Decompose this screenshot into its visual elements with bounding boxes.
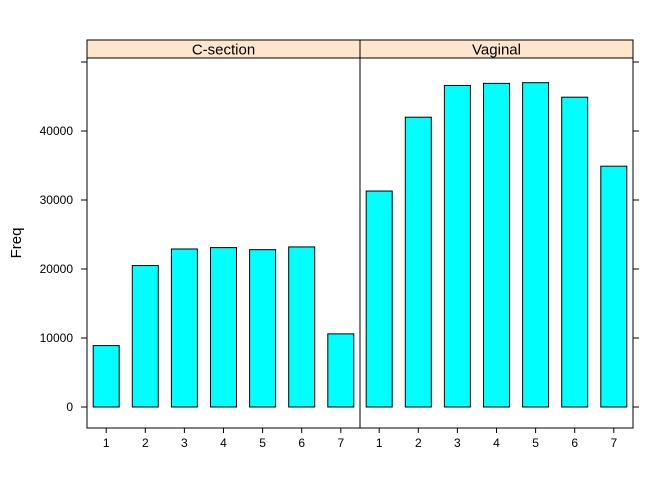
bar-vaginal-4 bbox=[483, 82, 510, 408]
bar-c-section-3 bbox=[170, 248, 198, 408]
bar-c-section-1 bbox=[92, 345, 120, 408]
x-tick-label-vaginal-6: 6 bbox=[571, 436, 578, 450]
x-tick-label-vaginal-5: 5 bbox=[532, 436, 539, 450]
y-tick-label-40000: 40000 bbox=[40, 124, 74, 138]
x-tick-label-c-section-5: 5 bbox=[259, 436, 266, 450]
bar-c-section-4 bbox=[210, 247, 237, 408]
bar-vaginal-2 bbox=[404, 116, 432, 408]
x-tick-label-c-section-7: 7 bbox=[337, 436, 344, 450]
strip-label-vaginal: Vaginal bbox=[472, 42, 521, 59]
bar-c-section-7 bbox=[327, 333, 355, 408]
x-tick-label-c-section-1: 1 bbox=[103, 436, 110, 450]
strip-label-c-section: C-section bbox=[192, 42, 255, 59]
y-tick-label-20000: 20000 bbox=[40, 262, 74, 276]
x-tick-label-c-section-3: 3 bbox=[181, 436, 188, 450]
x-tick-label-vaginal-7: 7 bbox=[610, 436, 617, 450]
x-tick-label-vaginal-4: 4 bbox=[493, 436, 500, 450]
bar-vaginal-1 bbox=[365, 190, 393, 408]
x-tick-label-c-section-6: 6 bbox=[298, 436, 305, 450]
bar-c-section-5 bbox=[249, 249, 277, 408]
x-tick-label-vaginal-1: 1 bbox=[376, 436, 383, 450]
bar-c-section-6 bbox=[288, 246, 316, 408]
x-tick-label-c-section-4: 4 bbox=[220, 436, 227, 450]
x-tick-label-vaginal-2: 2 bbox=[415, 436, 422, 450]
x-tick-label-c-section-2: 2 bbox=[142, 436, 149, 450]
y-tick-label-10000: 10000 bbox=[40, 331, 74, 345]
x-tick-label-vaginal-3: 3 bbox=[454, 436, 461, 450]
bar-vaginal-6 bbox=[561, 96, 589, 408]
bar-vaginal-7 bbox=[600, 165, 628, 408]
bar-c-section-2 bbox=[131, 265, 159, 408]
y-tick-label-0: 0 bbox=[66, 400, 73, 414]
y-axis-title: Freq bbox=[8, 228, 25, 259]
bar-vaginal-5 bbox=[522, 82, 550, 408]
bar-vaginal-3 bbox=[443, 84, 471, 408]
y-tick-label-30000: 30000 bbox=[40, 193, 74, 207]
